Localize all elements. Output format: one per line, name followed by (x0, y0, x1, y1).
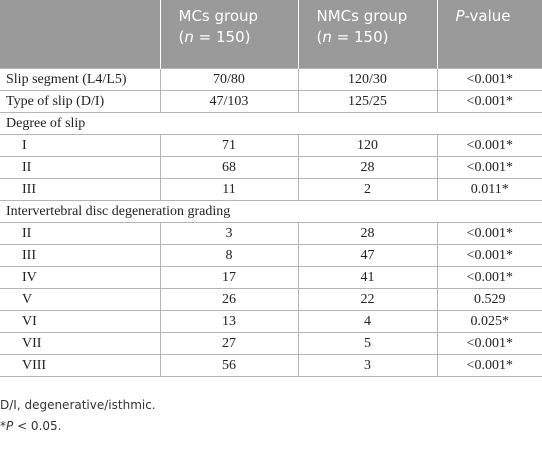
table-cell: III (0, 178, 161, 201)
table-cell: 47 (297, 244, 438, 267)
table-row: VI 13 4 0.025* (0, 310, 542, 333)
table-cell: <0.001* (436, 68, 542, 91)
table-row: VII 27 5 <0.001* (0, 332, 542, 355)
table-row: IV 17 41 <0.001* (0, 266, 542, 289)
table-cell: VII (0, 332, 161, 355)
table-cell: 0.011* (436, 178, 542, 201)
table-row: II 3 28 <0.001* (0, 222, 542, 245)
table-cell: III (0, 244, 161, 267)
table-cell: I (0, 134, 161, 157)
section-label: Intervertebral disc degeneration grading (0, 200, 542, 223)
table-cell: 47/103 (159, 90, 299, 113)
table-cell: <0.001* (436, 222, 542, 245)
column-header: NMCs group (n = 150) (297, 0, 437, 69)
header-row: MCs group (n = 150) NMCs group (n = 150) P-v… (0, 0, 542, 69)
text: MCs group (178, 7, 259, 25)
text: ( (316, 28, 323, 46)
table-cell: 68 (159, 156, 299, 179)
table-cell: 5 (297, 332, 438, 355)
table-cell: II (0, 156, 161, 179)
table-cell: 70/80 (159, 68, 299, 91)
text: NMCs group (316, 7, 408, 25)
table-cell: <0.001* (436, 332, 542, 355)
table-cell: 120 (297, 134, 438, 157)
table-cell: 120/30 (297, 68, 438, 91)
table-row: II 68 28 <0.001* (0, 156, 542, 179)
table-cell: 26 (159, 288, 299, 311)
table-cell: <0.001* (436, 134, 542, 157)
table-body: Slip segment (L4/L5) 70/80 120/30 <0.001* Ty… (0, 68, 542, 377)
table-cell: Slip segment (L4/L5) (0, 68, 161, 91)
text: D/I, degenerative/isthmic. (0, 398, 156, 412)
italic-text: n (322, 28, 332, 46)
table-cell: VI (0, 310, 161, 333)
table-cell: 27 (159, 332, 299, 355)
table-cell: <0.001* (436, 90, 542, 113)
table-cell: 8 (159, 244, 299, 267)
table-cell: 0.025* (436, 310, 542, 333)
column-header (0, 0, 160, 69)
table-cell: 2 (297, 178, 438, 201)
table-cell: 22 (297, 288, 438, 311)
table-cell: <0.001* (436, 266, 542, 289)
table-cell: 28 (297, 156, 438, 179)
section-row: Intervertebral disc degeneration grading (0, 200, 542, 223)
table-cell: 0.529 (436, 288, 542, 311)
table-cell: V (0, 288, 161, 311)
text: < 0.05. (13, 419, 62, 433)
table-cell: 4 (297, 310, 438, 333)
table-cell: 3 (159, 222, 299, 245)
table-row: Type of slip (D/I) 47/103 125/25 <0.001* (0, 90, 542, 113)
column-header: P-value (436, 0, 542, 69)
table-cell: <0.001* (436, 244, 542, 267)
table-cell: 41 (297, 266, 438, 289)
footnote: *P < 0.05. (0, 416, 542, 437)
table-row: III 11 2 0.011* (0, 178, 542, 201)
table-row: V 26 22 0.529 (0, 288, 542, 311)
table-cell: 3 (297, 354, 438, 377)
italic-text: P (455, 7, 465, 25)
table-cell: Type of slip (D/I) (0, 90, 161, 113)
table-cell: 17 (159, 266, 299, 289)
table-cell: II (0, 222, 161, 245)
table-cell: VIII (0, 354, 161, 377)
text: = 150) (193, 28, 251, 46)
table-cell: IV (0, 266, 161, 289)
table-cell: <0.001* (436, 156, 542, 179)
table-cell: 28 (297, 222, 438, 245)
data-table: MCs group (n = 150) NMCs group (n = 150) P-v… (0, 0, 542, 377)
italic-text: n (184, 28, 194, 46)
table-row: VIII 56 3 <0.001* (0, 354, 542, 377)
text: ( (178, 28, 185, 46)
italic-text: P (6, 419, 14, 433)
table-cell: 56 (159, 354, 299, 377)
table-row: Slip segment (L4/L5) 70/80 120/30 <0.001* (0, 68, 542, 91)
section-row: Degree of slip (0, 112, 542, 135)
table-cell: 13 (159, 310, 299, 333)
footnotes: D/I, degenerative/isthmic. *P < 0.05. (0, 395, 542, 437)
table-cell: <0.001* (436, 354, 542, 377)
table-cell: 11 (159, 178, 299, 201)
footnote: D/I, degenerative/isthmic. (0, 395, 542, 416)
text: * (0, 419, 6, 433)
table-cell: 125/25 (297, 90, 438, 113)
table-row: I 71 120 <0.001* (0, 134, 542, 157)
table-cell: 71 (159, 134, 299, 157)
text: -value (464, 7, 511, 25)
text: = 150) (331, 28, 389, 46)
column-header: MCs group (n = 150) (159, 0, 298, 69)
table-row: III 8 47 <0.001* (0, 244, 542, 267)
section-label: Degree of slip (0, 112, 542, 135)
